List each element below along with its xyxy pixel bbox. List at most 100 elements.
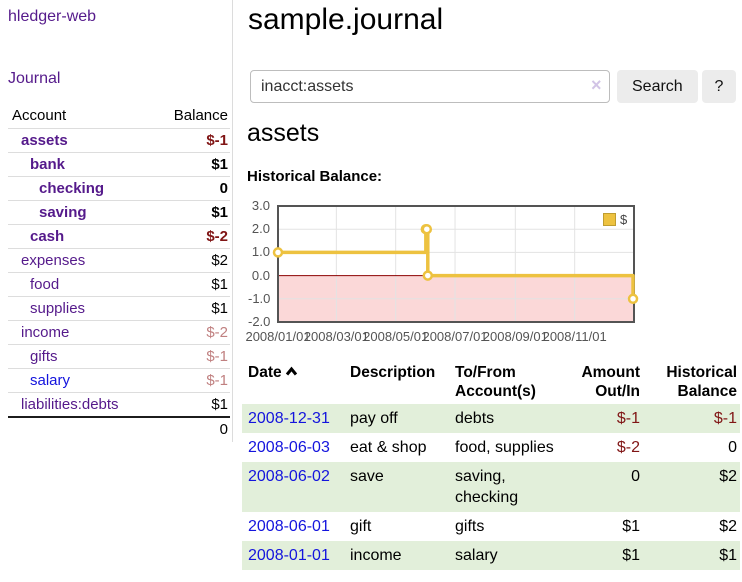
legend-swatch-icon [603, 213, 616, 226]
search-button[interactable]: Search [617, 70, 698, 103]
description-column-header: Description [350, 364, 436, 381]
help-button[interactable]: ? [702, 70, 736, 103]
transaction-accounts: salary [455, 547, 498, 564]
transaction-date-link[interactable]: 2008-01-01 [248, 547, 330, 564]
sort-ascending-icon [285, 363, 298, 382]
account-link-food[interactable]: food [30, 276, 60, 293]
account-link-cash[interactable]: cash [30, 228, 65, 245]
account-balance: $-1 [152, 368, 230, 393]
account-balance: $1 [152, 200, 230, 225]
page-title: sample.journal [248, 3, 444, 36]
accounts-column-header: To/From Account(s) [455, 364, 536, 400]
account-balance: $1 [152, 272, 230, 297]
transaction-row[interactable]: 2008-01-01 income salary $1 $1 [242, 541, 740, 570]
transaction-balance: $2 [719, 468, 737, 485]
transaction-balance: $2 [719, 518, 737, 535]
date-column-header[interactable]: Date [242, 360, 344, 404]
y-tick-label: 3.0 [251, 198, 270, 213]
transaction-date-link[interactable]: 2008-12-31 [248, 410, 330, 427]
account-row-checking: checking 0 [8, 176, 230, 201]
account-column-header: Account [12, 107, 67, 124]
transaction-accounts: gifts [455, 518, 485, 535]
transaction-amount: $-2 [616, 439, 640, 456]
historical-balance-chart: 3.0 2.0 1.0 0.0 -1.0 -2.0 2008/01/01 2008/03/0… [245, 198, 678, 349]
accounts-total-balance: 0 [152, 416, 230, 441]
account-row-gifts: gifts $-1 [8, 344, 230, 369]
account-balance: $-2 [152, 224, 230, 249]
legend-label: $ [620, 212, 628, 227]
account-link-salary[interactable]: salary [30, 372, 71, 389]
account-link-gifts[interactable]: gifts [30, 348, 58, 365]
chart-plot-area [272, 205, 639, 323]
account-row-supplies: supplies $1 [8, 296, 230, 321]
account-row-income: income $-2 [8, 320, 230, 345]
account-balance: $1 [152, 296, 230, 321]
transaction-date-link[interactable]: 2008-06-03 [248, 439, 330, 456]
transaction-accounts: debts [455, 410, 495, 427]
transaction-description: income [350, 547, 402, 564]
register-header-row: Date Description To/From Account(s) Amou… [242, 360, 740, 404]
transaction-description: eat & shop [350, 439, 427, 456]
x-tick-label: 2008/01/01 [245, 329, 311, 344]
balance-column-header: Historical Balance [666, 364, 737, 400]
account-balance: 0 [152, 176, 230, 201]
chart-y-axis-labels: 3.0 2.0 1.0 0.0 -1.0 -2.0 [248, 198, 271, 339]
account-balance: $-1 [152, 128, 230, 153]
accounts-table-header: Account Balance [8, 104, 230, 129]
search-input[interactable] [250, 70, 610, 103]
account-link-bank[interactable]: bank [30, 156, 66, 173]
chart-x-axis-labels: 2008/01/01 2008/03/01 2008/05/01 2008/07/01… [245, 199, 678, 347]
y-tick-label: 1.0 [251, 244, 270, 260]
account-row-bank: bank $1 [8, 152, 230, 177]
transaction-amount: $-1 [616, 410, 640, 427]
account-row-salary: salary $-1 [8, 368, 230, 393]
account-link-income[interactable]: income [21, 324, 70, 341]
transaction-row[interactable]: 2008-06-01 gift gifts $1 $2 [242, 512, 740, 541]
account-heading: assets [247, 119, 320, 147]
chart-legend: $ [600, 211, 631, 228]
accounts-total-row: 0 [8, 416, 230, 441]
transaction-description: gift [350, 518, 372, 535]
account-row-expenses: expenses $2 [8, 248, 230, 273]
transaction-date-link[interactable]: 2008-06-02 [248, 468, 330, 485]
account-balance: $-2 [152, 320, 230, 345]
account-balance: $2 [152, 248, 230, 273]
account-link-assets[interactable]: assets [21, 132, 68, 149]
y-tick-label: 2.0 [251, 221, 270, 237]
register-table: Date Description To/From Account(s) Amou… [242, 360, 740, 570]
chart-title: Historical Balance: [247, 168, 383, 185]
account-link-liabilities-debts[interactable]: liabilities:debts [21, 396, 119, 413]
transaction-row[interactable]: 2008-06-03 eat & shop food, supplies $-2… [242, 433, 740, 462]
account-link-supplies[interactable]: supplies [30, 300, 86, 317]
transaction-amount: 0 [631, 468, 640, 485]
transaction-amount: $1 [622, 547, 640, 564]
account-row-saving: saving $1 [8, 200, 230, 225]
x-tick-label: 2008/05/01 [363, 329, 429, 344]
clear-search-icon[interactable]: × [591, 75, 602, 95]
transaction-row[interactable]: 2008-06-02 save saving, checking 0 $2 [242, 462, 740, 512]
account-link-checking[interactable]: checking [39, 180, 105, 197]
account-row-cash: cash $-2 [8, 224, 230, 249]
transaction-description: save [350, 468, 384, 485]
account-balance: $1 [152, 392, 230, 417]
account-balance: $-1 [152, 344, 230, 369]
account-row-liabilities-debts: liabilities:debts $1 [8, 392, 230, 417]
y-tick-label: -1.0 [248, 290, 271, 306]
sidebar-item-journal[interactable]: Journal [8, 70, 61, 87]
app-title-link[interactable]: hledger-web [8, 8, 97, 25]
transaction-accounts: saving, checking [455, 468, 519, 506]
y-tick-label: 0.0 [251, 267, 270, 283]
transaction-balance: $-1 [713, 410, 737, 427]
balance-column-header: Balance [173, 107, 228, 124]
amount-column-header: Amount Out/In [581, 364, 640, 400]
account-link-expenses[interactable]: expenses [21, 252, 86, 269]
sidebar: hledger-web Journal Account Balance asse… [0, 0, 233, 442]
transaction-date-link[interactable]: 2008-06-01 [248, 518, 330, 535]
transaction-description: pay off [350, 410, 398, 427]
accounts-table: Account Balance assets $-1 bank $1 check… [8, 104, 230, 441]
transaction-balance: $1 [719, 547, 737, 564]
transaction-row[interactable]: 2008-12-31 pay off debts $-1 $-1 [242, 404, 740, 433]
x-tick-label: 2008/03/01 [303, 329, 369, 344]
x-tick-label: 2008/11/01 [542, 329, 607, 344]
account-link-saving[interactable]: saving [39, 204, 87, 221]
